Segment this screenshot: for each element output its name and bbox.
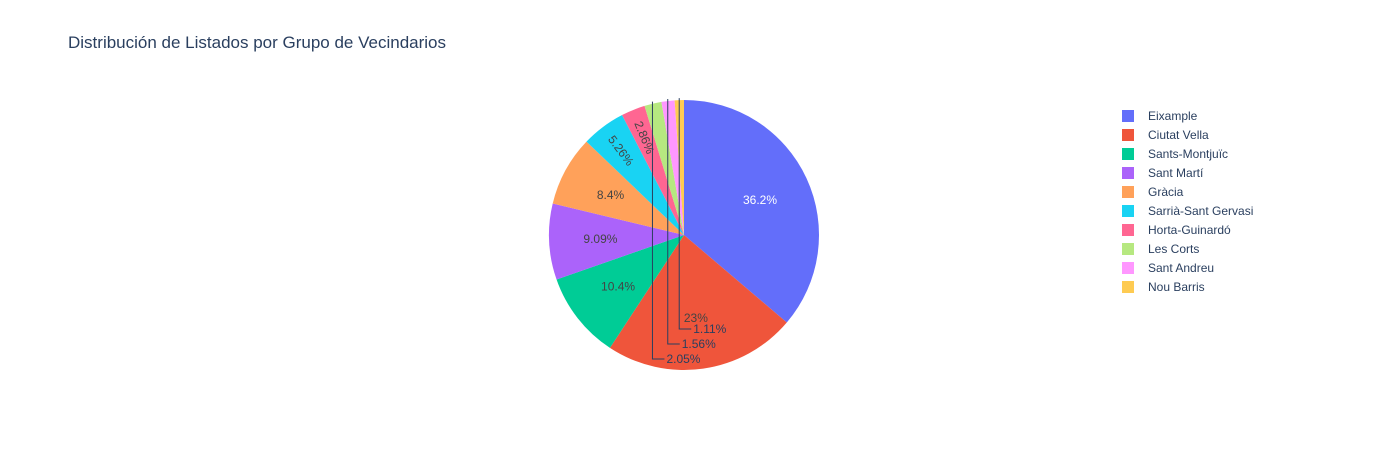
legend-label: Sant Martí — [1148, 165, 1204, 180]
legend-swatch — [1122, 204, 1134, 217]
slice-label-eixample: 36.2% — [743, 193, 777, 207]
pie-slice-eixample[interactable] — [684, 100, 819, 323]
legend-item-ciutat-vella[interactable]: Ciutat Vella — [1122, 125, 1253, 144]
legend-swatch — [1122, 280, 1134, 293]
pie-slice-horta-guinardo[interactable] — [622, 105, 684, 235]
legend-item-sarria-sant-gervasi[interactable]: Sarrià-Sant Gervasi — [1122, 201, 1253, 220]
leader-line-sant-andreu — [667, 98, 680, 345]
legend-label: Nou Barris — [1148, 279, 1205, 294]
legend-swatch — [1122, 147, 1134, 160]
chart-title: Distribución de Listados por Grupo de Ve… — [68, 33, 446, 52]
slice-label-sants-montjuic: 10.4% — [601, 280, 635, 294]
legend-label: Horta-Guinardó — [1148, 222, 1231, 237]
legend: Eixample Ciutat Vella Sants-Montjuïc Sant M… — [1122, 106, 1253, 296]
legend-swatch — [1122, 166, 1134, 179]
slice-label-les-corts: 2.05% — [666, 352, 700, 366]
slice-label-sant-marti: 9.09% — [583, 232, 617, 246]
legend-swatch — [1122, 128, 1134, 141]
legend-swatch — [1122, 223, 1134, 236]
legend-label: Sant Andreu — [1148, 260, 1215, 275]
pie-slice-les-corts[interactable] — [644, 101, 684, 235]
leader-line-nou-barris — [678, 98, 692, 330]
legend-swatch — [1122, 185, 1134, 198]
legend-label: Sarrià-Sant Gervasi — [1148, 203, 1254, 218]
legend-swatch — [1122, 261, 1134, 274]
slice-label-nou-barris: 1.11% — [693, 322, 726, 336]
legend-label: Sants-Montjuïc — [1148, 146, 1229, 161]
legend-item-les-corts[interactable]: Les Corts — [1122, 239, 1253, 258]
legend-item-sant-marti[interactable]: Sant Martí — [1122, 163, 1253, 182]
legend-item-eixample[interactable]: Eixample — [1122, 106, 1253, 125]
legend-item-sants-montjuic[interactable]: Sants-Montjuïc — [1122, 144, 1253, 163]
pie-slice-ciutat-vella[interactable] — [609, 235, 787, 370]
legend-label: Eixample — [1148, 108, 1198, 123]
legend-label: Gràcia — [1148, 184, 1184, 199]
pie-slice-sarria-sant-gervasi[interactable] — [586, 115, 684, 235]
pie-slice-gracia[interactable] — [552, 141, 684, 235]
legend-item-gracia[interactable]: Gràcia — [1122, 182, 1253, 201]
slice-label-sant-andreu: 1.56% — [682, 337, 716, 351]
legend-swatch — [1122, 109, 1134, 122]
leader-line-les-corts — [651, 101, 665, 360]
legend-label: Ciutat Vella — [1148, 127, 1209, 142]
legend-item-nou-barris[interactable]: Nou Barris — [1122, 277, 1253, 296]
pie-slice-sant-marti[interactable] — [549, 203, 684, 280]
pie-slice-sant-andreu[interactable] — [661, 100, 684, 235]
legend-item-horta-guinardo[interactable]: Horta-Guinardó — [1122, 220, 1253, 239]
slice-label-ciutat-vella: 23% — [684, 311, 708, 325]
slice-label-gracia: 8.4% — [597, 188, 625, 202]
legend-label: Les Corts — [1148, 241, 1200, 256]
legend-item-sant-andreu[interactable]: Sant Andreu — [1122, 258, 1253, 277]
legend-swatch — [1122, 242, 1134, 255]
